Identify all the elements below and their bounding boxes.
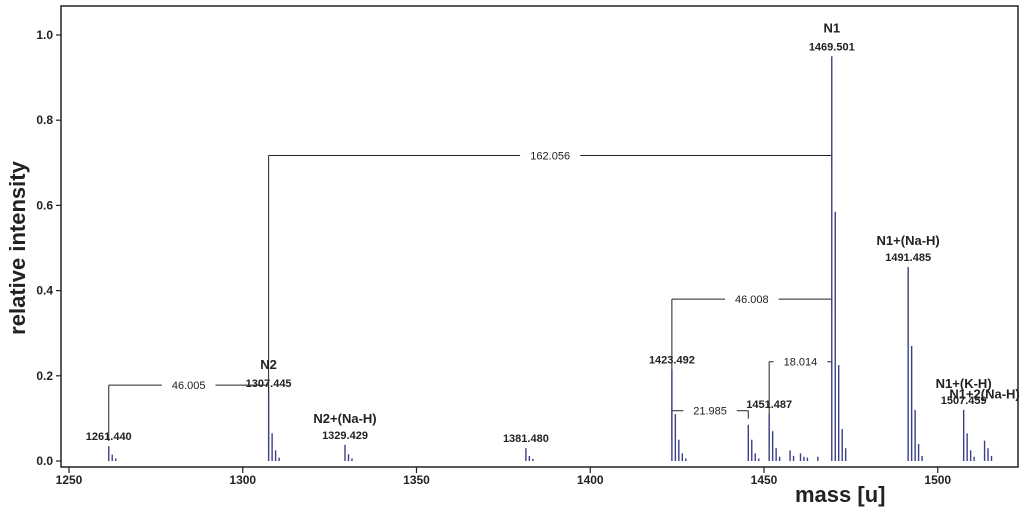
ion-label: N1+2(Na-H) <box>949 387 1019 402</box>
peak-mass-label: 1381.480 <box>503 433 549 445</box>
peak-mass-label: 1261.440 <box>86 431 132 443</box>
ion-label: N1 <box>823 20 840 35</box>
x-tick-label: 1250 <box>56 473 83 487</box>
axis-ticks: 1250 1300 1350 1400 1450 1500 0.0 0.2 0.4 0.6 0.8 1… <box>36 28 951 487</box>
x-tick-label: 1400 <box>577 473 604 487</box>
mass-difference-label: 18.014 <box>784 357 818 369</box>
peak-mass-label: 1423.492 <box>649 354 695 366</box>
y-axis-label: relative intensity <box>5 161 30 335</box>
y-tick-label: 0.6 <box>36 198 53 212</box>
peak-mass-label: 1307.445 <box>246 378 292 390</box>
peak-bars <box>108 56 993 461</box>
mass-difference-label: 46.005 <box>172 380 206 392</box>
peak-mass-label: 1451.487 <box>746 399 792 411</box>
ion-label: N1+(Na-H) <box>877 233 940 248</box>
y-tick-label: 1.0 <box>36 28 53 42</box>
peak-mass-label: 1491.485 <box>885 252 931 264</box>
peak-mass-label: 1469.501 <box>809 41 855 53</box>
mass-difference-annotations: 46.005 162.056 46.008 21.985 18.014 <box>108 151 833 441</box>
peak-mass-label: 1329.429 <box>322 430 368 442</box>
plot-frame <box>60 5 1019 468</box>
mass-difference-label: 46.008 <box>735 294 769 306</box>
ion-label: N1+(K-H) <box>936 376 992 391</box>
peak-mass-label: 1507.459 <box>941 395 987 407</box>
y-tick-label: 0.4 <box>36 284 53 298</box>
x-tick-label: 1500 <box>924 473 951 487</box>
y-tick-label: 0.0 <box>36 454 53 468</box>
x-axis-label: mass [u] <box>795 482 886 507</box>
y-tick-label: 0.8 <box>36 113 53 127</box>
ion-label: N2+(Na-H) <box>313 411 376 426</box>
x-tick-label: 1350 <box>403 473 430 487</box>
mass-difference-label: 162.056 <box>530 151 570 163</box>
ion-label: N2 <box>260 357 277 372</box>
x-tick-label: 1450 <box>751 473 778 487</box>
y-tick-label: 0.2 <box>36 369 53 383</box>
x-tick-label: 1300 <box>229 473 256 487</box>
mass-difference-label: 21.985 <box>693 406 727 418</box>
peak-labels: 1261.440 1307.445 1329.429 1381.480 1423.492… <box>86 20 1020 445</box>
